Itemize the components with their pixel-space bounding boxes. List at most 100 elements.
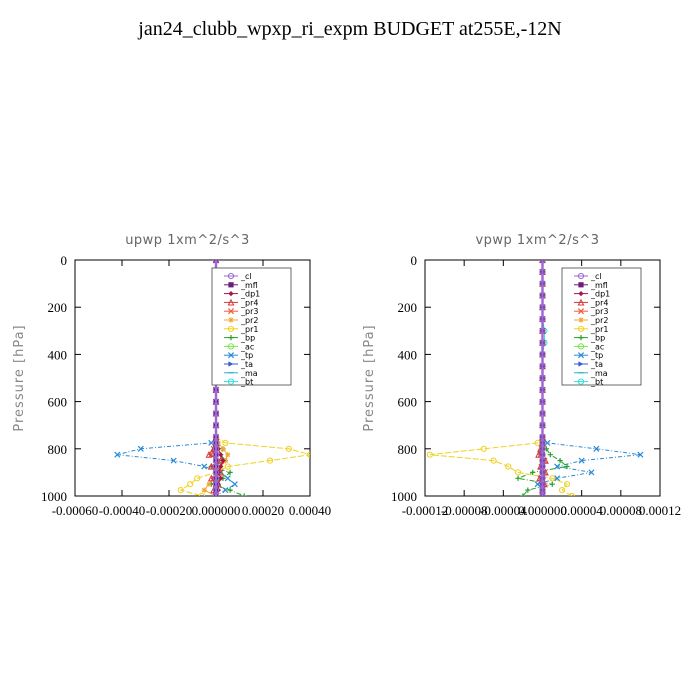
series-line-pr1 — [429, 260, 573, 496]
point-cl — [539, 439, 546, 446]
point-cl — [539, 304, 546, 311]
figure-title: jan24_clubb_wpxp_ri_expm BUDGET at255E,-… — [138, 18, 562, 40]
point-tp — [554, 475, 561, 482]
panel-title: vpwp 1xm^2/s^3 — [475, 233, 599, 248]
point-bp — [547, 452, 553, 458]
point-cl — [539, 398, 546, 405]
point-pr1 — [426, 451, 433, 458]
legend-marker — [578, 291, 584, 297]
legend-label: _pr4 — [240, 298, 258, 307]
legend-label: _pr1 — [240, 325, 258, 334]
x-tick-label: -0.00060 — [52, 503, 99, 518]
point-cl — [539, 475, 546, 482]
point-pr1 — [490, 457, 497, 464]
legend-label: _pr3 — [240, 307, 258, 316]
point-pr1 — [505, 463, 512, 470]
legend-marker — [227, 343, 235, 350]
point-tp — [593, 445, 600, 452]
point-cl — [539, 422, 546, 429]
legend-marker — [577, 352, 585, 359]
y-tick-label: 600 — [48, 395, 68, 410]
point-cl — [212, 457, 220, 464]
point-bp — [515, 475, 521, 481]
legend-label: _ma — [590, 369, 608, 378]
point-cl — [212, 398, 220, 405]
point-bp — [241, 493, 247, 496]
point-bp — [227, 469, 233, 475]
legend-marker — [578, 335, 584, 341]
x-tick-label: 0.00004 — [561, 503, 604, 518]
legend-marker — [578, 317, 584, 323]
point-pr1 — [198, 492, 205, 496]
point-tp — [588, 469, 595, 476]
point-pr1 — [480, 445, 487, 452]
legend-label: _pr2 — [240, 316, 258, 325]
series-group — [426, 260, 644, 496]
point-tp — [114, 451, 121, 458]
point-pr4 — [207, 462, 215, 470]
y-tick-label: 800 — [398, 442, 418, 457]
point-pr1 — [514, 469, 522, 476]
point-cl — [539, 351, 546, 358]
point-pr1 — [563, 481, 571, 488]
legend-marker — [577, 343, 585, 350]
x-tick-label: -0.00040 — [99, 503, 146, 518]
legend-marker — [578, 282, 584, 288]
legend-marker — [577, 325, 585, 332]
y-tick-label: 1000 — [41, 489, 67, 504]
point-cl — [212, 260, 220, 264]
panel-title: upwp 1xm^2/s^3 — [125, 233, 250, 248]
legend-marker — [577, 378, 585, 385]
point-pr1 — [549, 475, 556, 482]
y-tick-label: 0 — [411, 253, 418, 268]
x-tick-label: -0.00004 — [480, 503, 527, 518]
x-tick-label: -0.00008 — [441, 503, 488, 518]
point-cl — [539, 487, 546, 494]
point-pr1 — [187, 481, 194, 488]
point-cl — [539, 445, 546, 452]
point-cl — [539, 327, 546, 334]
point-cl — [212, 439, 220, 446]
legend-label: _pr1 — [590, 325, 608, 334]
point-pr1 — [568, 492, 575, 496]
legend-label: _ma — [240, 369, 258, 378]
point-pr2 — [206, 481, 212, 487]
legend-label: _cl — [240, 272, 252, 281]
legend-marker — [227, 298, 235, 306]
point-cl — [212, 469, 220, 476]
legend-label: _ac — [590, 342, 604, 351]
point-cl — [539, 268, 546, 275]
point-tp — [534, 481, 541, 488]
point-cl — [539, 386, 546, 393]
point-cl — [539, 481, 546, 488]
legend-marker — [228, 335, 234, 341]
legend-box — [561, 267, 642, 386]
point-cl — [212, 492, 220, 496]
y-tick-label: 400 — [48, 347, 68, 362]
legend-label: _bt — [590, 378, 603, 387]
legend-marker — [577, 308, 585, 315]
point-bp — [557, 458, 563, 464]
legend-label: _tp — [590, 351, 603, 360]
point-tp — [544, 439, 551, 446]
legend-marker — [227, 272, 235, 280]
point-cl — [212, 422, 220, 429]
legend-marker — [228, 291, 234, 297]
legend-marker — [227, 378, 235, 385]
legend-label: _mfl — [240, 281, 258, 290]
x-tick-label: 0.000000 — [518, 503, 567, 518]
legend-marker — [228, 361, 234, 367]
legend-label: _pr2 — [590, 316, 608, 325]
point-dp1 — [218, 475, 224, 481]
y-tick-label: 200 — [398, 300, 418, 315]
legend-box — [211, 267, 292, 386]
legend-label: _ta — [240, 360, 253, 369]
legend-marker — [228, 317, 234, 323]
point-dp1 — [220, 458, 226, 464]
y-tick-label: 1000 — [391, 489, 417, 504]
y-tick-label: 400 — [398, 347, 418, 362]
x-tick-label: 0.00012 — [639, 503, 681, 518]
point-cl — [539, 492, 546, 496]
